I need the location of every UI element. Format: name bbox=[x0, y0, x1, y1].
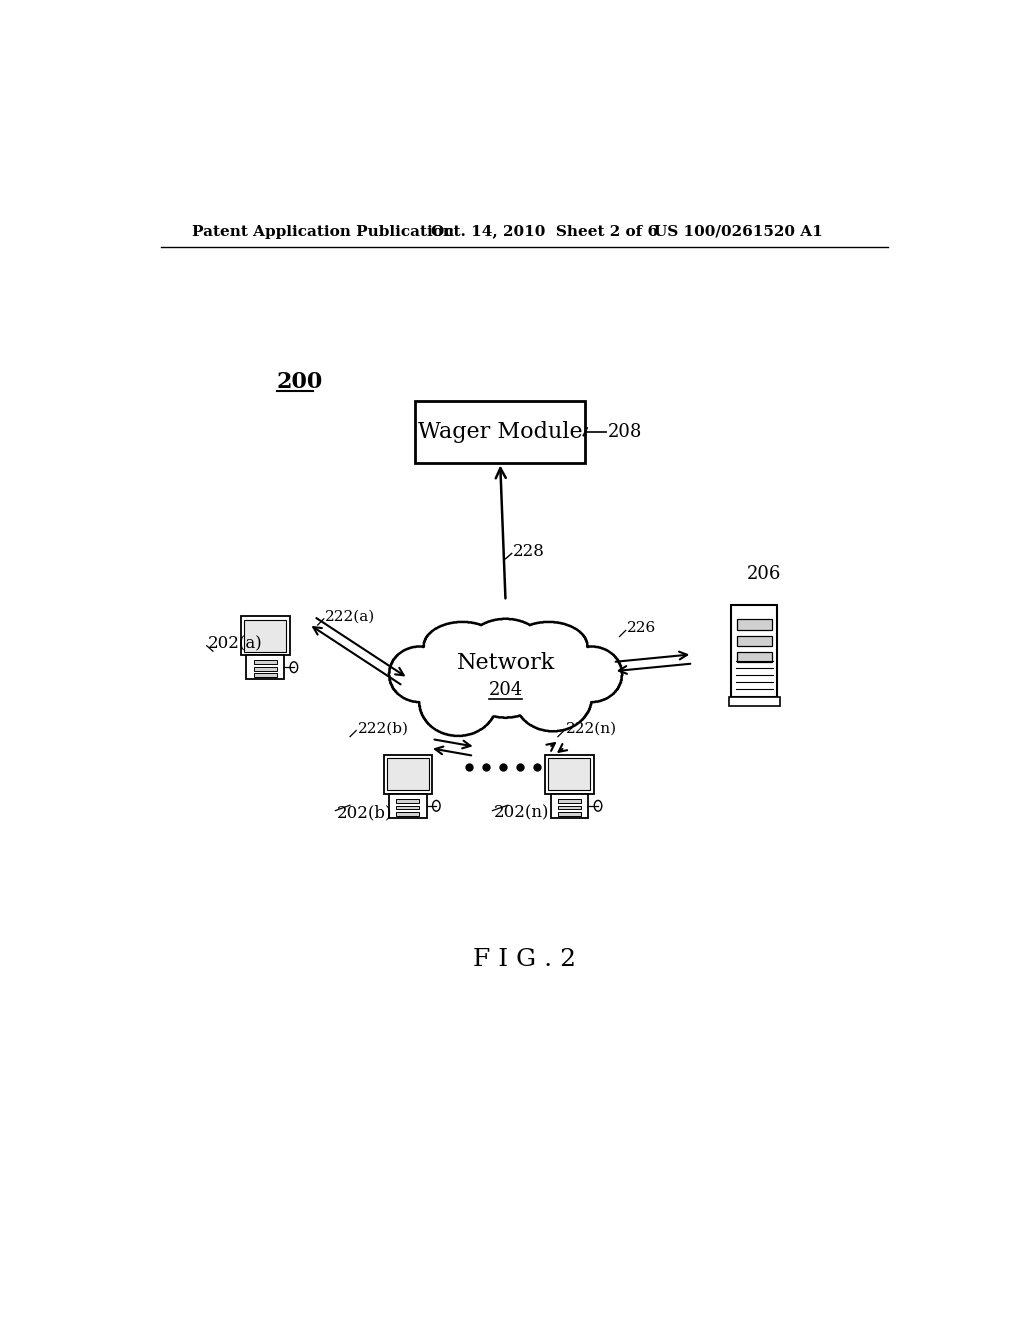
FancyBboxPatch shape bbox=[241, 616, 290, 655]
Ellipse shape bbox=[594, 800, 602, 812]
FancyBboxPatch shape bbox=[558, 805, 581, 809]
Text: 202(b): 202(b) bbox=[337, 804, 392, 821]
FancyBboxPatch shape bbox=[549, 758, 591, 791]
FancyBboxPatch shape bbox=[247, 655, 285, 680]
FancyBboxPatch shape bbox=[389, 793, 427, 818]
Text: 202(n): 202(n) bbox=[494, 804, 550, 821]
FancyBboxPatch shape bbox=[558, 799, 581, 803]
FancyBboxPatch shape bbox=[245, 619, 287, 652]
FancyBboxPatch shape bbox=[416, 401, 585, 462]
Ellipse shape bbox=[389, 647, 450, 702]
FancyBboxPatch shape bbox=[384, 755, 432, 793]
Text: Patent Application Publication: Patent Application Publication bbox=[193, 224, 455, 239]
Text: 222(n): 222(n) bbox=[565, 721, 616, 735]
Ellipse shape bbox=[290, 661, 298, 673]
Text: 204: 204 bbox=[488, 681, 522, 698]
Text: Wager Module: Wager Module bbox=[418, 421, 583, 442]
FancyBboxPatch shape bbox=[551, 793, 589, 818]
Text: 208: 208 bbox=[608, 422, 642, 441]
FancyBboxPatch shape bbox=[396, 805, 419, 809]
Ellipse shape bbox=[514, 664, 592, 731]
FancyBboxPatch shape bbox=[731, 605, 777, 697]
FancyBboxPatch shape bbox=[387, 758, 429, 791]
Ellipse shape bbox=[510, 622, 588, 672]
Ellipse shape bbox=[419, 668, 497, 737]
FancyBboxPatch shape bbox=[254, 667, 276, 671]
FancyBboxPatch shape bbox=[737, 619, 772, 630]
Text: 222(a): 222(a) bbox=[326, 610, 376, 623]
Text: 222(b): 222(b) bbox=[357, 721, 409, 735]
FancyBboxPatch shape bbox=[396, 812, 419, 816]
Text: 200: 200 bbox=[276, 371, 324, 393]
FancyBboxPatch shape bbox=[737, 636, 772, 645]
FancyBboxPatch shape bbox=[737, 652, 772, 663]
FancyBboxPatch shape bbox=[545, 755, 594, 793]
Text: 226: 226 bbox=[628, 622, 656, 635]
Text: 202(a): 202(a) bbox=[208, 635, 262, 652]
Text: F I G . 2: F I G . 2 bbox=[473, 948, 577, 970]
Ellipse shape bbox=[432, 800, 440, 812]
FancyBboxPatch shape bbox=[558, 812, 581, 816]
Text: 206: 206 bbox=[746, 565, 781, 583]
Text: US 100/0261520 A1: US 100/0261520 A1 bbox=[654, 224, 823, 239]
Text: 228: 228 bbox=[513, 543, 545, 560]
FancyBboxPatch shape bbox=[254, 673, 276, 677]
Ellipse shape bbox=[471, 619, 540, 663]
Ellipse shape bbox=[424, 622, 501, 672]
Ellipse shape bbox=[458, 631, 553, 718]
FancyBboxPatch shape bbox=[254, 660, 276, 664]
Ellipse shape bbox=[561, 647, 622, 702]
Text: Oct. 14, 2010  Sheet 2 of 6: Oct. 14, 2010 Sheet 2 of 6 bbox=[431, 224, 658, 239]
FancyBboxPatch shape bbox=[729, 697, 779, 706]
Text: Network: Network bbox=[457, 652, 555, 673]
FancyBboxPatch shape bbox=[396, 799, 419, 803]
